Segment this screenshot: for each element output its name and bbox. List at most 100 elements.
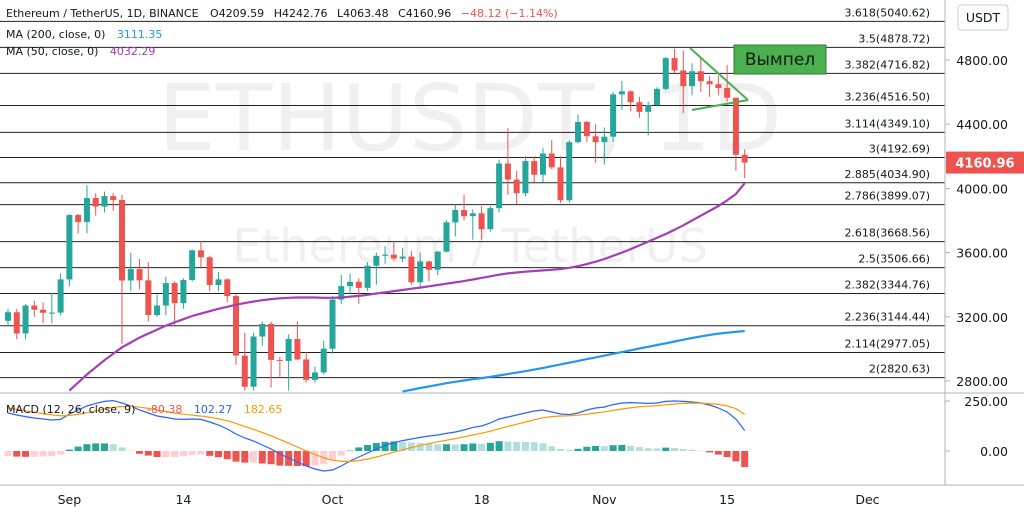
currency-label[interactable]: USDT <box>966 10 1001 25</box>
candle-body <box>434 251 441 270</box>
candle-body <box>531 161 538 175</box>
candle-body <box>548 153 555 168</box>
annotation: Вымпел <box>745 50 815 70</box>
candle-body <box>40 309 47 313</box>
macd-histogram-bar <box>337 451 345 456</box>
candle-body <box>250 336 257 387</box>
candle-body <box>487 208 494 230</box>
macd-histogram-bar <box>372 443 380 451</box>
candle-body <box>504 163 511 180</box>
legend-value: 3111.35 <box>117 28 163 41</box>
macd-histogram-bar <box>48 451 56 457</box>
candle-body <box>22 305 29 334</box>
candle-body <box>347 281 354 287</box>
candle-body <box>268 323 275 360</box>
candle-body <box>417 261 424 283</box>
x-tick-label: 15 <box>719 492 735 507</box>
level-label: 2(2820.63) <box>869 363 930 376</box>
watermark: ETHUSDT, 1D Ethereum / TetherUS <box>158 65 782 273</box>
y-tick-label: 4800.00 <box>956 53 1008 68</box>
candle-body <box>189 250 196 281</box>
header-value: L4063.48 <box>337 7 389 20</box>
currency-button-box[interactable] <box>957 4 1009 31</box>
macd-histogram-bar <box>162 451 170 457</box>
macd-histogram-bar <box>504 441 512 451</box>
y-tick-label: 0.00 <box>980 444 1008 459</box>
candle-body <box>645 105 652 112</box>
watermark-symbol: ETHUSDT, 1D <box>158 65 782 172</box>
candle-body <box>206 257 213 286</box>
macd-histogram-bar <box>592 446 600 451</box>
candle-body <box>715 84 722 88</box>
candle-body <box>601 136 608 143</box>
level-label: 3.236(4516.50) <box>844 91 930 104</box>
candle-body <box>294 338 301 360</box>
candle-body <box>443 222 450 252</box>
macd-histogram-bar <box>241 451 249 463</box>
candle-body <box>390 254 397 259</box>
candle-body <box>101 196 108 207</box>
candle-body <box>31 305 38 310</box>
candle-body <box>329 299 336 349</box>
candle-body <box>618 91 625 95</box>
last-price-box <box>946 151 1024 174</box>
candle-body <box>75 215 82 223</box>
macd-histogram-bar <box>92 443 100 451</box>
watermark-name: Ethereum / TetherUS <box>232 219 707 273</box>
macd-histogram-bar <box>635 447 643 451</box>
macd-histogram-bar <box>153 451 161 457</box>
candle-body <box>197 250 204 258</box>
macd-histogram-bar <box>302 451 310 467</box>
currency-button[interactable]: USDT <box>957 4 1009 31</box>
x-tick-label: Sep <box>58 492 82 507</box>
macd-hist-value: -80.38 <box>147 403 182 416</box>
candle-body <box>338 286 345 300</box>
level-label: 3(4192.69) <box>869 142 930 155</box>
macd-histogram-bar <box>276 451 284 466</box>
candle-body <box>636 102 643 112</box>
macd-histogram-bar <box>732 451 740 462</box>
macd-histogram-bar <box>399 441 407 451</box>
macd-histogram-bar <box>583 446 591 451</box>
legend-name: MA (50, close, 0) <box>6 45 98 58</box>
macd-histogram-bar <box>530 442 538 451</box>
candle-body <box>689 71 696 87</box>
macd-histogram-bar <box>267 451 275 465</box>
macd-histogram-bar <box>258 451 266 464</box>
header-line: Ethereum / TetherUS, 1D, BINANCE O4209.5… <box>6 7 558 20</box>
candle-body <box>522 161 529 194</box>
legend-name: MA (200, close, 0) <box>6 28 105 41</box>
pennant: Вымпел <box>689 44 827 111</box>
y-tick-label: 3600.00 <box>956 246 1008 261</box>
macd-histogram-bar <box>364 445 372 451</box>
candle-body <box>162 283 169 306</box>
legend-entry: MA (50, close, 0) 4032.29 <box>6 45 155 58</box>
macd-histogram-bar <box>232 451 240 462</box>
macd-histogram-bar <box>548 446 556 451</box>
macd-histogram-bar <box>136 451 144 454</box>
candle-body <box>13 312 20 334</box>
x-tick-label: 18 <box>474 492 490 507</box>
candle-body <box>662 58 669 89</box>
macd-histogram-bar <box>609 445 617 451</box>
candle-body <box>364 265 371 288</box>
candle-body <box>5 312 11 321</box>
macd-histogram-bar <box>171 451 179 457</box>
macd-histogram-bar <box>443 444 450 451</box>
macd-histogram-bar <box>521 442 529 451</box>
macd-histogram-bar <box>4 451 12 456</box>
macd-histogram-bar <box>57 451 65 455</box>
macd-line <box>7 402 746 462</box>
macd-histogram-bar <box>671 448 679 451</box>
candle-body <box>697 71 704 82</box>
y-tick-label: 4000.00 <box>956 181 1008 196</box>
x-tick-label: Oct <box>322 492 344 507</box>
plot-area <box>0 20 945 472</box>
macd-histogram-bar <box>65 449 73 451</box>
candle-body <box>215 279 222 286</box>
symbol-title: Ethereum / TetherUS, 1D, BINANCE <box>6 7 199 20</box>
candle-body <box>110 196 117 200</box>
macd-histogram-bar <box>679 449 687 451</box>
